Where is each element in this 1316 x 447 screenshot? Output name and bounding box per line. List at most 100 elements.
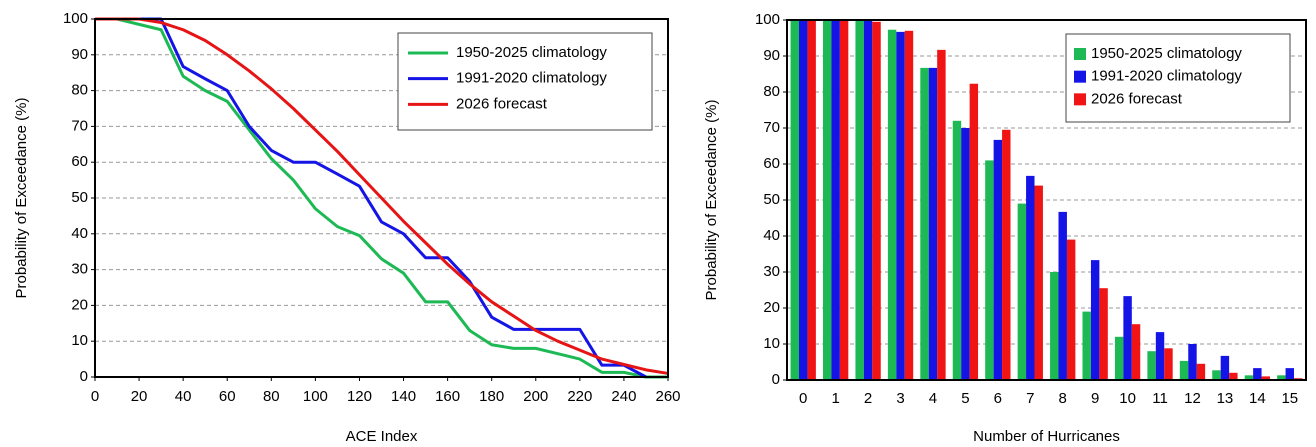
bar: [1220, 355, 1230, 380]
legend-label: 1950-2025 climatology: [1091, 45, 1242, 62]
bar: [1002, 129, 1011, 380]
x-tick-label: 160: [435, 388, 460, 405]
bar: [1026, 175, 1035, 380]
bar: [872, 21, 881, 381]
bar: [1034, 185, 1043, 380]
bar: [1188, 344, 1197, 380]
x-tick-label: 11: [1152, 390, 1168, 407]
y-tick-label: 90: [71, 46, 88, 63]
legend-label: 2026 forecast: [1091, 90, 1183, 107]
x-tick-label: 8: [1059, 390, 1067, 407]
bar: [855, 20, 864, 380]
bar: [1066, 239, 1076, 380]
series-line: [95, 17, 647, 379]
bar: [961, 128, 970, 380]
y-tick-label: 50: [71, 189, 88, 206]
bar: [1123, 296, 1132, 380]
bar: [1229, 372, 1238, 380]
bar: [985, 160, 994, 380]
legend-label: 1991-2020 climatology: [1091, 68, 1242, 85]
bar: [1131, 324, 1141, 380]
bar: [1050, 272, 1059, 380]
x-tick-label: 40: [175, 388, 192, 405]
series-line: [95, 17, 668, 379]
bar: [993, 139, 1003, 380]
x-tick-label: 240: [611, 388, 636, 405]
y-tick-label: 40: [71, 225, 88, 242]
x-tick-label: 5: [961, 390, 969, 407]
bar: [839, 20, 849, 380]
bar: [1179, 360, 1189, 380]
y-tick-label: 0: [80, 368, 88, 385]
bar: [1082, 311, 1091, 380]
legend-label: 2026 forecast: [456, 95, 548, 112]
bar: [1277, 375, 1286, 380]
y-tick-label: 20: [763, 299, 780, 316]
x-tick-label: 2: [864, 390, 872, 407]
x-tick-label: 260: [655, 388, 680, 405]
y-tick-label: 10: [71, 332, 88, 349]
series-line: [95, 17, 669, 375]
bar: [1155, 332, 1165, 380]
legend-box: [1065, 33, 1291, 123]
y-tick-label: 10: [763, 335, 780, 352]
legend-swatch: [1074, 70, 1086, 83]
bar: [1090, 260, 1100, 380]
legend-swatch: [1074, 93, 1086, 106]
legend-label: 1991-2020 climatology: [456, 70, 607, 87]
y-axis-label: Probability of Exceedance (%): [703, 100, 720, 301]
x-tick-label: 140: [391, 388, 416, 405]
bar: [1196, 363, 1206, 380]
x-tick-label: 3: [896, 390, 904, 407]
x-tick-label: 60: [219, 388, 236, 405]
x-tick-label: 200: [523, 388, 548, 405]
y-tick-label: 40: [763, 227, 780, 244]
y-tick-label: 0: [772, 371, 780, 388]
bar: [1261, 376, 1270, 380]
y-tick-label: 70: [71, 117, 88, 134]
bar: [920, 67, 929, 380]
legend-swatch: [1074, 48, 1086, 60]
x-tick-label: 10: [1119, 390, 1136, 407]
bar: [831, 20, 840, 380]
bar: [952, 120, 962, 381]
bar: [823, 20, 832, 380]
x-tick-label: 1: [831, 390, 839, 407]
y-tick-label: 70: [763, 119, 780, 136]
bar: [799, 20, 808, 380]
y-tick-label: 100: [63, 10, 88, 27]
y-tick-label: 50: [763, 191, 780, 208]
plot-frame: [786, 19, 1307, 381]
y-tick-label: 60: [763, 155, 780, 172]
x-tick-label: 9: [1091, 390, 1099, 407]
y-tick-label: 80: [763, 83, 780, 100]
bar: [1244, 375, 1254, 380]
bar: [1058, 211, 1067, 380]
x-tick-label: 80: [263, 388, 280, 405]
x-axis-label: ACE Index: [346, 428, 418, 445]
y-tick-label: 100: [755, 11, 780, 28]
bar: [1164, 348, 1173, 380]
bar: [937, 49, 946, 380]
x-tick-label: 6: [994, 390, 1002, 407]
x-tick-label: 120: [347, 388, 372, 405]
x-tick-label: 180: [479, 388, 504, 405]
plot-frame: [94, 18, 669, 378]
bar: [790, 20, 800, 380]
bar: [1114, 336, 1124, 380]
x-axis-label: Number of Hurricanes: [973, 428, 1120, 445]
bar: [1099, 288, 1108, 380]
bar: [863, 20, 873, 380]
bar: [1017, 203, 1027, 380]
bar: [1147, 351, 1156, 380]
bar: [1253, 368, 1262, 380]
bar: [928, 67, 938, 380]
y-tick-label: 20: [71, 296, 88, 313]
bar: [896, 31, 905, 380]
legend-box: [397, 32, 653, 131]
x-tick-label: 20: [131, 388, 148, 405]
bar: [807, 20, 816, 380]
x-tick-label: 14: [1249, 390, 1266, 407]
x-tick-label: 13: [1217, 390, 1234, 407]
